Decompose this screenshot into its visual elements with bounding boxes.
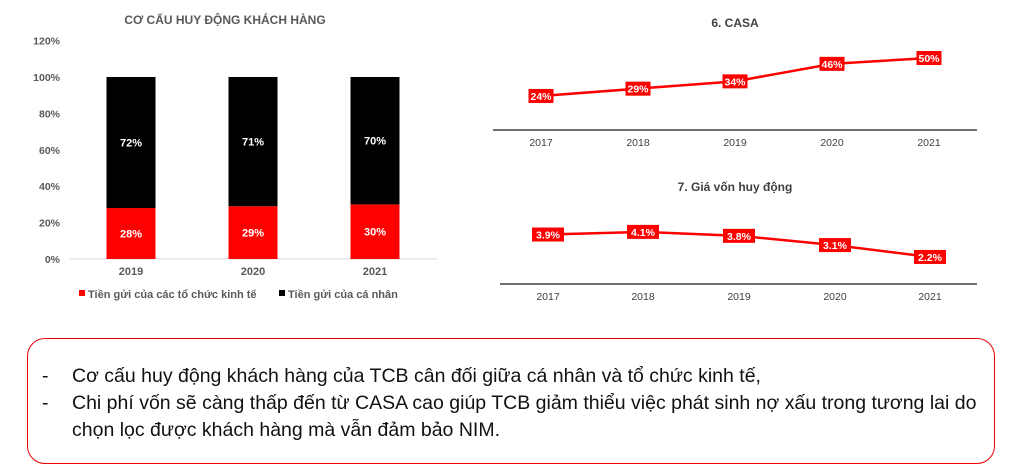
bar-data-label: 72%: [120, 138, 142, 150]
bar-segment: [228, 206, 278, 259]
data-label: 24%: [530, 91, 552, 103]
data-label: 3.1%: [823, 240, 848, 252]
data-label: 4.1%: [631, 227, 656, 239]
charts-canvas: CƠ CẤU HUY ĐỘNG KHÁCH HÀNG 0% 20% 40% 60% 80%…: [33, 12, 977, 303]
y-tick-label: 120%: [33, 36, 61, 48]
y-tick-label: 20%: [39, 218, 61, 230]
y-tick-label: 60%: [39, 145, 61, 157]
x-tick-label: 2021: [917, 137, 941, 149]
data-label-box: [916, 51, 942, 65]
data-label: 50%: [918, 53, 940, 65]
bullet-text: Chi phí vốn sẽ càng thấp đến từ CASA cao…: [72, 392, 977, 441]
legend-label: Tiền gửi của cá nhân: [288, 289, 398, 301]
x-tick-label: 2019: [727, 291, 751, 303]
notes-box: - Cơ cấu huy động khách hàng của TCB cân…: [27, 338, 995, 464]
x-tick-label: 2018: [631, 291, 655, 303]
y-tick-label: 80%: [39, 108, 61, 120]
bar-segment: [106, 77, 156, 209]
legend-label: Tiền gửi của các tổ chức kinh tế: [88, 289, 257, 301]
x-tick-label: 2019: [119, 266, 143, 278]
chart-title: 7. Giá vốn huy động: [678, 180, 793, 194]
data-label: 3.8%: [727, 231, 752, 243]
data-label-box: [532, 227, 564, 242]
data-label-box: [723, 228, 755, 243]
bar-data-label: 30%: [364, 227, 386, 239]
x-tick-label: 2020: [820, 137, 844, 149]
x-tick-label: 2019: [723, 137, 747, 149]
legend-swatch: [279, 290, 285, 296]
note-bullet: - Chi phí vốn sẽ càng thấp đến từ CASA c…: [42, 390, 980, 444]
x-tick-label: 2020: [823, 291, 847, 303]
bullet-dash: -: [42, 365, 49, 387]
data-label: 29%: [627, 84, 649, 96]
bar-data-label: 28%: [120, 229, 142, 241]
data-label-box: [528, 88, 554, 103]
bar-segment: [350, 77, 400, 205]
data-label: 46%: [821, 59, 843, 71]
bullet-dash: -: [42, 392, 49, 414]
y-tick-label: 40%: [39, 181, 61, 193]
x-tick-label: 2017: [536, 291, 560, 303]
data-label-box: [625, 81, 651, 96]
bar-segment: [350, 204, 400, 259]
x-tick-label: 2018: [626, 137, 650, 149]
bar-data-label: 29%: [242, 228, 264, 240]
chart-title: 6. CASA: [711, 16, 759, 30]
chart-title: CƠ CẤU HUY ĐỘNG KHÁCH HÀNG: [124, 12, 325, 27]
data-label-box: [819, 56, 845, 71]
data-label: 34%: [724, 76, 746, 88]
x-tick-label: 2020: [241, 266, 265, 278]
x-tick-label: 2021: [918, 291, 942, 303]
bar-segment: [228, 77, 278, 207]
bullet-text: Cơ cấu huy động khách hàng của TCB cân đ…: [72, 365, 761, 387]
data-label-box: [914, 249, 946, 264]
x-tick-label: 2017: [529, 137, 553, 149]
bar-segment: [106, 208, 156, 259]
data-label: 2.2%: [918, 252, 943, 264]
bar-data-label: 70%: [364, 136, 386, 148]
bar-data-label: 71%: [242, 137, 264, 149]
data-label-box: [819, 238, 851, 253]
note-bullet: - Cơ cấu huy động khách hàng của TCB cân…: [42, 363, 980, 390]
y-tick-label: 0%: [45, 254, 61, 266]
data-label-box: [627, 224, 659, 239]
y-tick-label: 100%: [33, 72, 61, 84]
data-label-box: [722, 74, 748, 89]
x-tick-label: 2021: [363, 266, 387, 278]
legend-swatch: [79, 290, 85, 296]
data-label: 3.9%: [536, 230, 561, 242]
